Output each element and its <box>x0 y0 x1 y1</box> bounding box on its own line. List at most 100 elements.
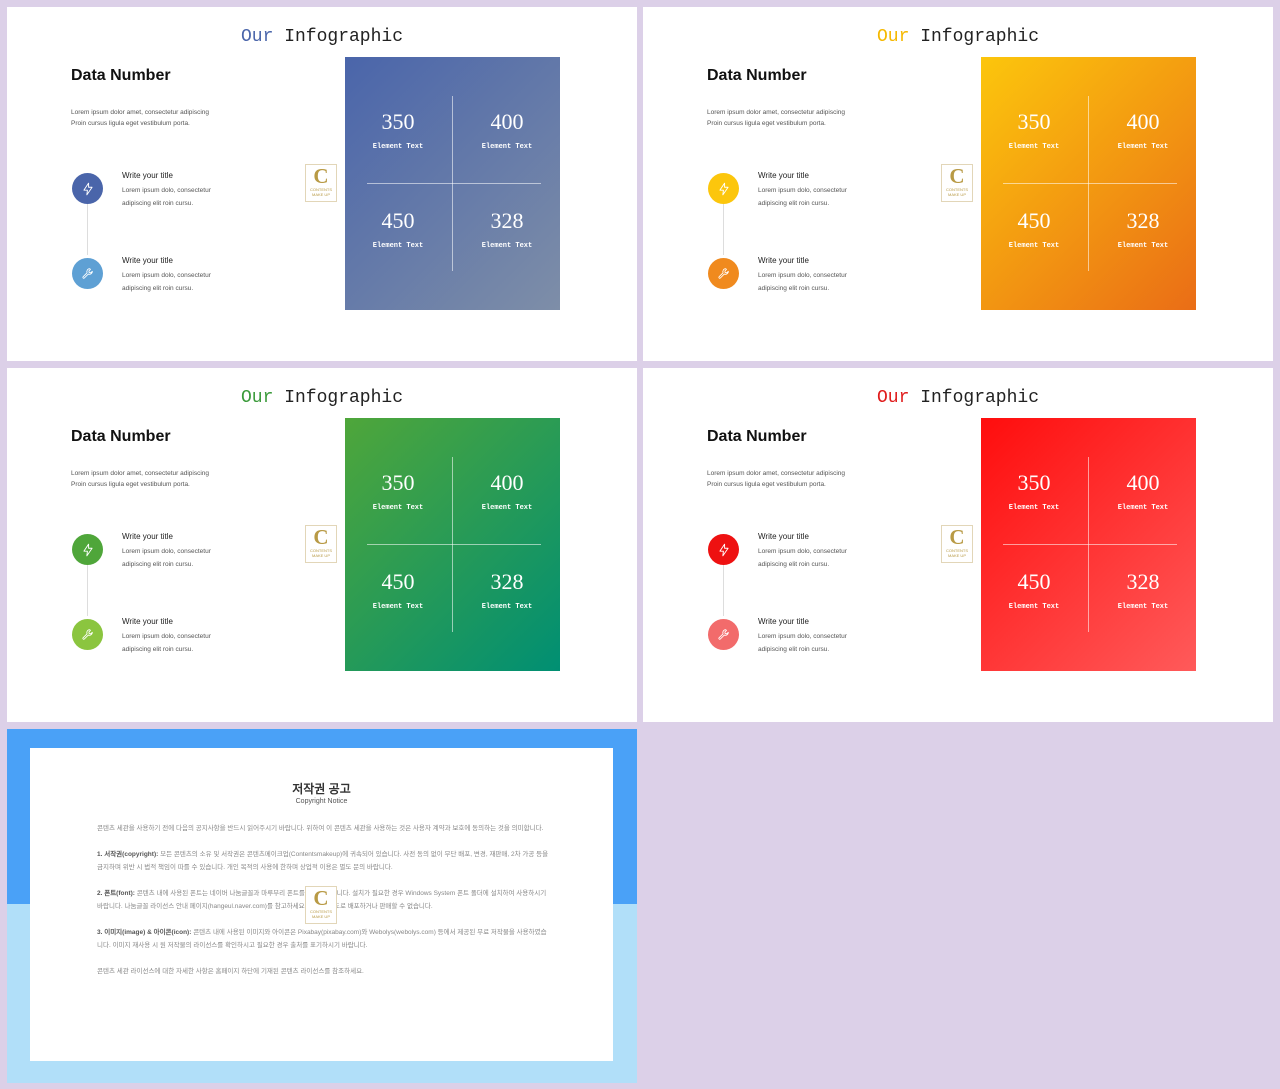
contents-logo: C CONTENTS MAKE UP <box>941 164 973 202</box>
desc-line: Lorem ipsum dolo, consectetur <box>758 272 847 279</box>
stat-label: Element Text <box>481 242 533 250</box>
infographic-slide-blue[interactable]: Our Infographic Data Number Lorem ipsum … <box>7 7 637 361</box>
stat-label: Element Text <box>1008 603 1060 611</box>
grid-divider-horizontal <box>367 544 541 545</box>
stat-label: Element Text <box>372 242 424 250</box>
logo-letter: C <box>949 164 965 188</box>
stat-cell: 400 Element Text <box>1098 110 1188 152</box>
copyright-slide[interactable]: 저작권 공고 Copyright Notice 콘텐츠 세관을 사용하기 전에 … <box>7 729 637 1083</box>
logo-subtext: MAKE UP <box>947 192 966 197</box>
section-body: 콘텐츠 내에 사용된 폰트는 네이버 나눔글꼴과 마루부리 폰트를 사용하였습니… <box>97 890 547 910</box>
grid-divider-vertical <box>1088 96 1089 271</box>
stat-label: Element Text <box>372 603 424 611</box>
grid-divider-horizontal <box>367 183 541 184</box>
logo-letter: C <box>949 525 965 549</box>
intro-line: Lorem ipsum dolor amet, consectetur adip… <box>707 470 846 477</box>
stat-label: Element Text <box>1117 143 1169 151</box>
stat-number: 328 <box>490 569 524 594</box>
slide-heading: Our Infographic <box>643 27 1273 47</box>
slide-heading: Our Infographic <box>643 388 1273 408</box>
slide-heading: Our Infographic <box>7 27 637 47</box>
feature-item: Write your title Lorem ipsum dolo, consec… <box>758 532 888 571</box>
contents-logo: C CONTENTS MAKE UP <box>305 164 337 202</box>
stat-label: Element Text <box>372 504 424 512</box>
connector-line <box>87 203 88 255</box>
heading-rest: Infographic <box>273 388 404 408</box>
lightning-icon-circle <box>72 173 103 204</box>
feature-item: Write your title Lorem ipsum dolo, consec… <box>758 256 888 295</box>
connector-line <box>87 564 88 616</box>
stat-number: 450 <box>381 569 415 594</box>
logo-letter: C <box>313 886 329 910</box>
stat-cell: 328 Element Text <box>1098 569 1188 612</box>
stat-number: 350 <box>1017 109 1051 134</box>
wrench-icon <box>81 267 93 279</box>
heading-accent-word: Our <box>876 27 910 47</box>
connector-line <box>723 564 724 616</box>
stats-box: 350 Element Text 400 Element Text 450 Eleme… <box>981 418 1196 671</box>
item-desc: Lorem ipsum dolo, consectetur adipiscing … <box>758 270 888 295</box>
lightning-icon-circle <box>708 173 739 204</box>
desc-line: Lorem ipsum dolo, consectetur <box>758 187 847 194</box>
wrench-icon <box>717 628 729 640</box>
infographic-slide-red[interactable]: Our Infographic Data Number Lorem ipsum … <box>643 368 1273 722</box>
data-number-title: Data Number <box>707 428 807 445</box>
logo-letter: C <box>313 525 329 549</box>
logo-subtext: MAKE UP <box>947 553 966 558</box>
lightning-icon <box>718 543 729 556</box>
heading-rest: Infographic <box>909 388 1040 408</box>
stat-number: 350 <box>381 470 415 495</box>
item-title: Write your title <box>122 171 173 180</box>
feature-item: Write your title Lorem ipsum dolo, consec… <box>122 256 252 295</box>
item-title: Write your title <box>758 171 809 180</box>
copyright-panel: 저작권 공고 Copyright Notice 콘텐츠 세관을 사용하기 전에 … <box>30 748 613 1061</box>
contents-logo: C CONTENTS MAKE UP <box>941 525 973 563</box>
logo-subtext: MAKE UP <box>311 192 330 197</box>
copyright-section: 1. 서작권(copyright): 모든 콘텐츠의 소유 및 서작권은 콘텐츠… <box>97 848 549 874</box>
infographic-slide-green[interactable]: Our Infographic Data Number Lorem ipsum … <box>7 368 637 722</box>
logo-letter: C <box>313 164 329 188</box>
item-title: Write your title <box>758 617 809 626</box>
desc-line: adipiscing elit roin cursu. <box>758 560 830 568</box>
stat-number: 328 <box>490 208 524 233</box>
grid-divider-vertical <box>1088 457 1089 632</box>
stat-number: 328 <box>1126 569 1160 594</box>
heading-accent-word: Our <box>876 388 910 408</box>
intro-line: Proin cursus ligula eget vestibulum port… <box>707 120 826 127</box>
stat-number: 450 <box>1017 569 1051 594</box>
stats-box: 350 Element Text 400 Element Text 450 Eleme… <box>981 57 1196 310</box>
feature-item: Write your title Lorem ipsum dolo, consec… <box>122 532 252 571</box>
intro-line: Proin cursus ligula eget vestibulum port… <box>71 120 190 127</box>
data-number-title: Data Number <box>71 428 171 445</box>
intro-text: Lorem ipsum dolor amet, consectetur adip… <box>71 468 271 490</box>
stat-cell: 400 Element Text <box>462 109 552 152</box>
stat-number: 400 <box>490 470 524 495</box>
wrench-icon-circle <box>708 619 739 650</box>
grid-divider-horizontal <box>1003 183 1177 184</box>
item-desc: Lorem ipsum dolo, consectetur adipiscing … <box>758 546 888 571</box>
lightning-icon-circle <box>708 534 739 565</box>
stat-label: Element Text <box>1008 143 1060 151</box>
intro-line: Lorem ipsum dolor amet, consectetur adip… <box>71 470 210 477</box>
stat-cell: 450 Element Text <box>353 569 443 612</box>
stat-number: 450 <box>1017 208 1051 233</box>
stat-label: Element Text <box>481 504 533 512</box>
grid-divider-horizontal <box>1003 544 1177 545</box>
feature-item: Write your title Lorem ipsum dolo, consec… <box>758 171 888 210</box>
stat-number: 400 <box>1126 470 1160 495</box>
intro-line: Proin cursus ligula eget vestibulum port… <box>707 481 826 488</box>
desc-line: Lorem ipsum dolo, consectetur <box>122 548 211 555</box>
stat-number: 400 <box>490 109 524 134</box>
intro-text: Lorem ipsum dolor amet, consectetur adip… <box>707 468 907 490</box>
wrench-icon <box>81 628 93 640</box>
section-title: 3. 이미지(image) & 아이콘(icon): <box>97 929 192 936</box>
item-desc: Lorem ipsum dolo, consectetur adipiscing … <box>122 546 252 571</box>
item-title: Write your title <box>122 617 173 626</box>
infographic-slide-orange[interactable]: Our Infographic Data Number Lorem ipsum … <box>643 7 1273 361</box>
stat-cell: 450 Element Text <box>353 209 443 251</box>
intro-line: Proin cursus ligula eget vestibulum port… <box>71 481 190 488</box>
stat-cell: 450 Element Text <box>989 569 1079 612</box>
item-title: Write your title <box>758 532 809 541</box>
stat-number: 328 <box>1126 208 1160 233</box>
intro-text: Lorem ipsum dolor amet, consectetur adip… <box>71 107 271 129</box>
